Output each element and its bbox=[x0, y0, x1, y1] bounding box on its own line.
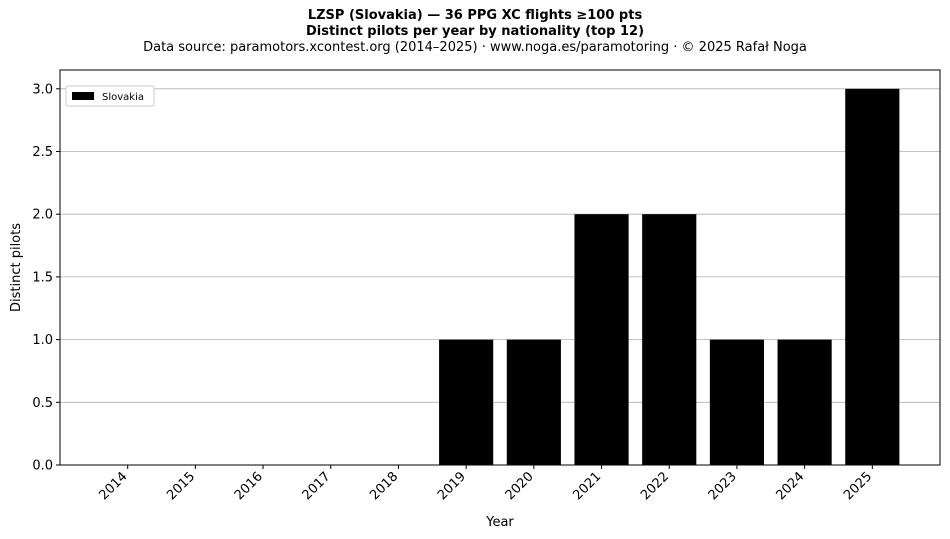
legend-swatch bbox=[72, 92, 94, 100]
bar-2019 bbox=[439, 339, 494, 465]
y-tick-label: 3.0 bbox=[32, 82, 53, 97]
y-tick-label: 1.5 bbox=[32, 270, 53, 285]
x-tick-label: 2022 bbox=[638, 469, 672, 503]
y-tick-label: 0.0 bbox=[32, 459, 53, 474]
bars-layer bbox=[439, 88, 900, 466]
x-tick-label: 2024 bbox=[773, 469, 807, 503]
x-tick-label: 2025 bbox=[841, 469, 875, 503]
legend: Slovakia bbox=[65, 85, 155, 107]
x-tick-label: 2014 bbox=[97, 469, 131, 503]
axes-frame bbox=[59, 69, 941, 466]
x-tick-label: 2023 bbox=[706, 469, 740, 503]
legend-box bbox=[65, 85, 155, 107]
y-tick-label: 1.0 bbox=[32, 333, 53, 348]
x-axis-label: Year bbox=[485, 515, 514, 530]
bar-2020 bbox=[506, 339, 561, 465]
chart-subtitle: Data source: paramotors.xcontest.org (20… bbox=[143, 40, 807, 55]
x-tick-label: 2017 bbox=[300, 469, 334, 503]
bar-2024 bbox=[777, 339, 832, 465]
x-tick-label: 2018 bbox=[367, 469, 401, 503]
x-tick-label: 2021 bbox=[570, 469, 604, 503]
y-axis-label: Distinct pilots bbox=[9, 223, 24, 312]
y-axis-ticks: 0.0 0.5 1.0 1.5 2.0 2.5 3.0 bbox=[32, 82, 60, 474]
chart-title-block: LZSP (Slovakia) — 36 PPG XC flights ≥100… bbox=[0, 8, 950, 56]
x-tick-label: 2015 bbox=[164, 469, 198, 503]
bar-2025 bbox=[845, 88, 900, 466]
y-tick-label: 0.5 bbox=[32, 396, 53, 411]
x-axis-ticks: 2014 2015 2016 2017 2018 2019 2020 2021 2022 2023… bbox=[97, 465, 875, 503]
chart-title-line-2: Distinct pilots per year by nationality … bbox=[305, 24, 645, 39]
x-tick-label: 2016 bbox=[232, 469, 266, 503]
x-tick-label: 2020 bbox=[503, 469, 537, 503]
y-tick-label: 2.0 bbox=[32, 208, 53, 223]
y-tick-label: 2.5 bbox=[32, 145, 53, 160]
x-tick-label: 2019 bbox=[435, 469, 469, 503]
chart-title-line-1: LZSP (Slovakia) — 36 PPG XC flights ≥100… bbox=[307, 8, 643, 23]
bar-2022 bbox=[642, 214, 697, 465]
legend-label: Slovakia bbox=[102, 92, 144, 103]
bar-2021 bbox=[574, 214, 629, 465]
bar-2023 bbox=[709, 339, 764, 465]
